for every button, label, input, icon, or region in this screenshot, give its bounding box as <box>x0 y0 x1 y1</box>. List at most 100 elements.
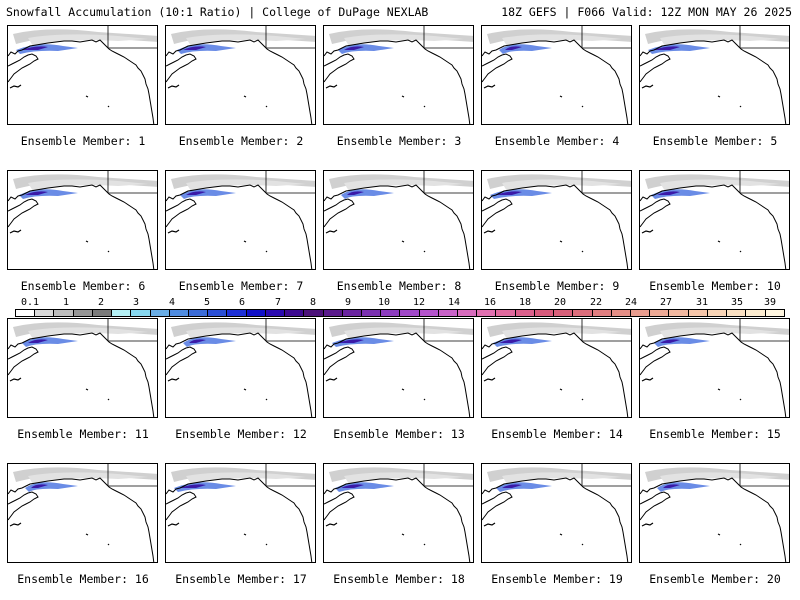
ensemble-member-label: Ensemble Member: 14 <box>491 427 623 441</box>
snow-blue-swath <box>654 337 710 347</box>
islands <box>9 229 110 253</box>
border-line <box>581 319 631 342</box>
map-canvas <box>166 171 315 269</box>
colorbar-tick-label: 18 <box>518 297 532 308</box>
border-line <box>739 171 789 194</box>
border-line <box>739 319 789 342</box>
colorbar-segment <box>246 310 266 316</box>
coastline <box>324 477 471 562</box>
colorbar-segment <box>669 310 689 316</box>
map-canvas <box>166 26 315 124</box>
border-line <box>423 319 473 342</box>
ensemble-map-panel <box>481 318 632 418</box>
snow-purple-core <box>25 191 48 195</box>
snow-purple-core <box>186 191 206 195</box>
ensemble-map-panel <box>639 463 790 563</box>
snow-purple-core <box>499 339 522 343</box>
coastline <box>482 332 629 417</box>
map-canvas <box>482 26 631 124</box>
coastline <box>324 332 471 417</box>
colorbar-tick-label: 2 <box>97 297 105 308</box>
colorbar-segment <box>323 310 343 316</box>
snow-blue-swath <box>335 482 394 492</box>
coastline <box>640 184 787 269</box>
coastline-west <box>8 198 39 228</box>
ensemble-map-panel <box>7 463 158 563</box>
ensemble-member-label: Ensemble Member: 3 <box>336 134 462 148</box>
colorbar-tick-label: 6 <box>238 297 246 308</box>
snow-purple-core <box>663 484 680 488</box>
coastline-west <box>8 491 39 521</box>
islands <box>641 229 742 253</box>
colorbar-segment <box>131 310 151 316</box>
colorbar-tick-label: 12 <box>412 297 426 308</box>
coastline-west <box>640 198 671 228</box>
coastline-west <box>8 346 39 376</box>
map-canvas <box>8 319 157 417</box>
snow-purple-core <box>496 191 522 195</box>
border-line <box>107 464 157 487</box>
map-canvas <box>166 464 315 562</box>
map-canvas <box>166 319 315 417</box>
map-canvas <box>8 26 157 124</box>
snow-blue-swath <box>180 189 236 199</box>
ensemble-map-panel <box>165 318 316 418</box>
islands <box>325 377 426 401</box>
islands <box>9 522 110 546</box>
colorbar-segment <box>35 310 55 316</box>
map-canvas <box>324 171 473 269</box>
ensemble-member-label: Ensemble Member: 15 <box>649 427 781 441</box>
ensemble-member-label: Ensemble Member: 19 <box>491 572 623 586</box>
ensemble-member-label: Ensemble Member: 1 <box>20 134 146 148</box>
coastline <box>8 39 155 124</box>
ensemble-map-panel <box>481 25 632 125</box>
snow-purple-core <box>180 484 206 488</box>
ensemble-map-panel <box>7 25 158 125</box>
ensemble-member-label: Ensemble Member: 9 <box>494 279 620 293</box>
coastline-west <box>640 346 671 376</box>
ensemble-member-label: Ensemble Member: 2 <box>178 134 304 148</box>
colorbar-tick-label: 8 <box>309 297 317 308</box>
border-line <box>581 464 631 487</box>
snow-blue-swath <box>341 189 394 199</box>
islands <box>641 84 742 108</box>
snow-purple-core <box>31 484 48 488</box>
islands <box>167 84 268 108</box>
coastline <box>640 477 787 562</box>
islands <box>167 522 268 546</box>
ensemble-member-label: Ensemble Member: 5 <box>652 134 778 148</box>
islands <box>483 84 584 108</box>
border-line <box>739 26 789 49</box>
snow-purple-core <box>654 46 680 50</box>
map-canvas <box>324 464 473 562</box>
snow-blue-swath <box>648 44 710 54</box>
coastline-west <box>166 491 197 521</box>
ensemble-map-panel <box>323 463 474 563</box>
colorbar-segment <box>381 310 401 316</box>
ensemble-map-panel <box>323 318 474 418</box>
border-line <box>423 171 473 194</box>
colorbar-segment <box>458 310 478 316</box>
ensemble-map-panel <box>7 170 158 270</box>
coastline <box>166 39 313 124</box>
snow-purple-core <box>338 339 364 343</box>
colorbar-segment <box>16 310 36 316</box>
ensemble-member-label: Ensemble Member: 7 <box>178 279 304 293</box>
colorbar-tick-label: 24 <box>624 297 638 308</box>
colorbar-segment <box>611 310 631 316</box>
coastline-west <box>166 198 197 228</box>
colorbar-segment <box>707 310 728 316</box>
coastline <box>166 332 313 417</box>
map-canvas <box>482 464 631 562</box>
colorbar-segment <box>515 310 535 316</box>
snow-blue-swath <box>499 44 552 54</box>
colorbar-tick-label: 20 <box>553 297 567 308</box>
map-canvas <box>640 171 789 269</box>
snow-purple-core <box>660 339 680 343</box>
snow-blue-swath <box>16 44 78 54</box>
border-line <box>423 464 473 487</box>
colorbar-tick-label: 9 <box>344 297 352 308</box>
colorbar-segment <box>573 310 593 316</box>
ensemble-member-label: Ensemble Member: 6 <box>20 279 146 293</box>
map-canvas <box>324 26 473 124</box>
